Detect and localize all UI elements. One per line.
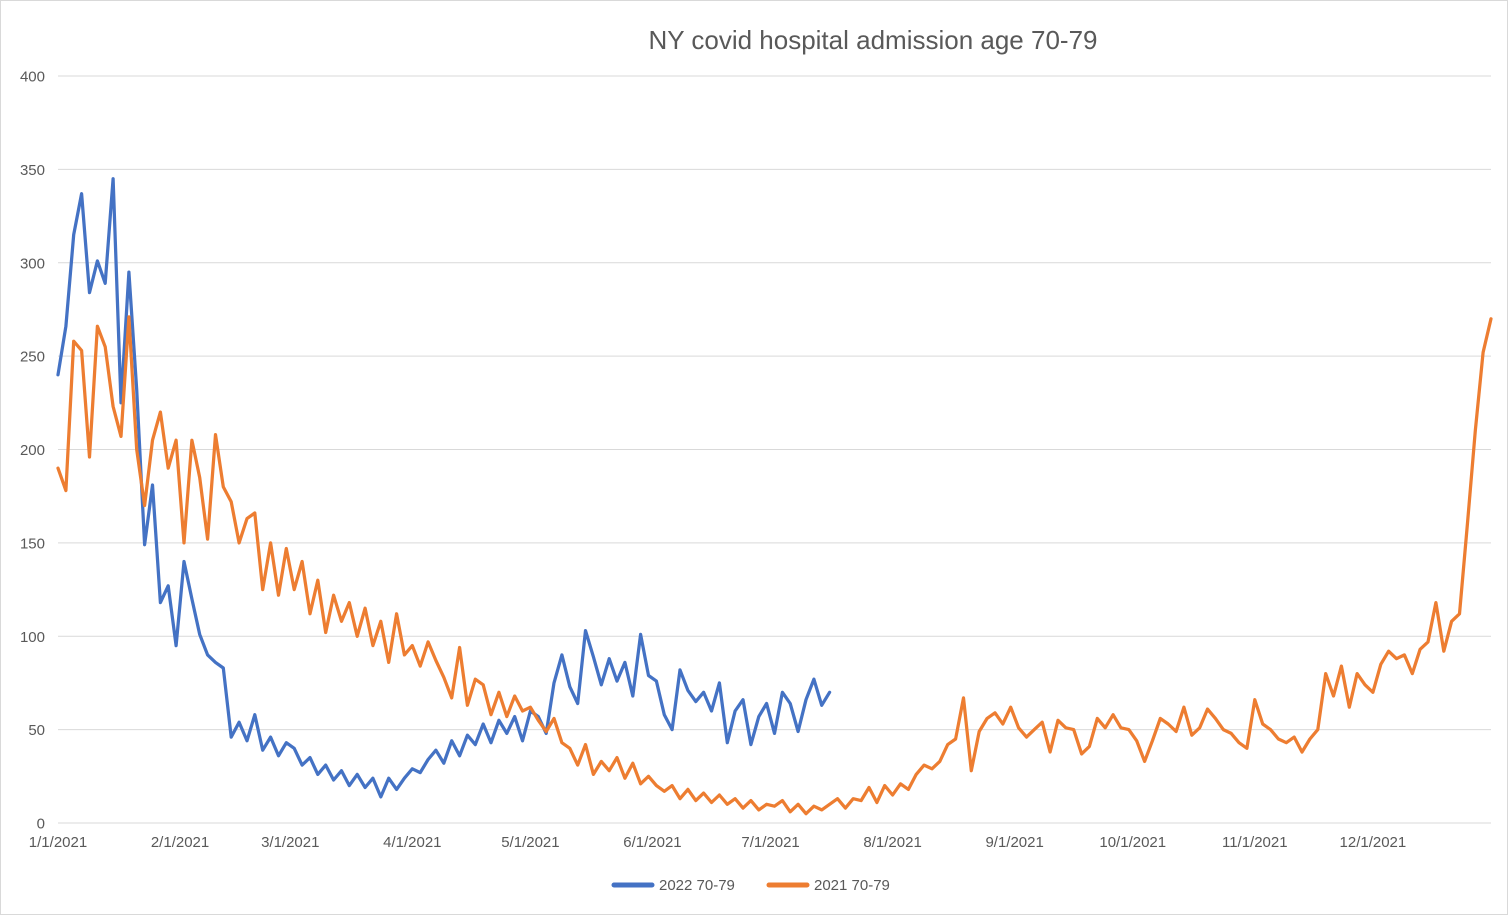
series-lines [56,177,1493,816]
legend-item: 2022 70-79 [611,877,735,894]
x-axis-labels: 1/1/2021 2/1/2021 3/1/2021 4/1/2021 5/1/2021… [29,834,1406,851]
x-tick-label: 12/1/2021 [1340,834,1407,851]
x-tick-label: 2/1/2021 [151,834,209,851]
y-tick-label: 0 [37,816,45,833]
x-tick-label: 9/1/2021 [985,834,1043,851]
y-axis-labels: 0 50 100 150 200 250 300 350 400 [20,69,45,833]
series-line-2022-70-79 [56,177,832,799]
legend-item: 2021 70-79 [766,877,890,894]
y-tick-label: 200 [20,442,45,459]
legend-label: 2022 70-79 [659,877,735,894]
x-tick-label: 10/1/2021 [1099,834,1166,851]
x-tick-label: 8/1/2021 [863,834,921,851]
x-tick-label: 4/1/2021 [383,834,441,851]
y-tick-label: 400 [20,69,45,86]
x-tick-label: 6/1/2021 [623,834,681,851]
y-tick-label: 250 [20,349,45,366]
x-tick-label: 7/1/2021 [741,834,799,851]
x-tick-label: 5/1/2021 [501,834,559,851]
x-tick-label: 11/1/2021 [1222,834,1288,851]
chart-title: NY covid hospital admission age 70-79 [648,25,1097,55]
legend: 2022 70-79 2021 70-79 [611,877,890,894]
x-tick-label: 3/1/2021 [261,834,319,851]
y-tick-label: 50 [28,722,45,739]
series-line-2021-70-79 [56,315,1493,816]
y-tick-label: 300 [20,255,45,272]
x-tick-label: 1/1/2021 [29,834,87,851]
y-tick-label: 150 [20,535,45,552]
legend-label: 2021 70-79 [814,877,890,894]
y-tick-label: 350 [20,162,45,179]
gridlines [58,75,1491,824]
y-tick-label: 100 [20,629,45,646]
